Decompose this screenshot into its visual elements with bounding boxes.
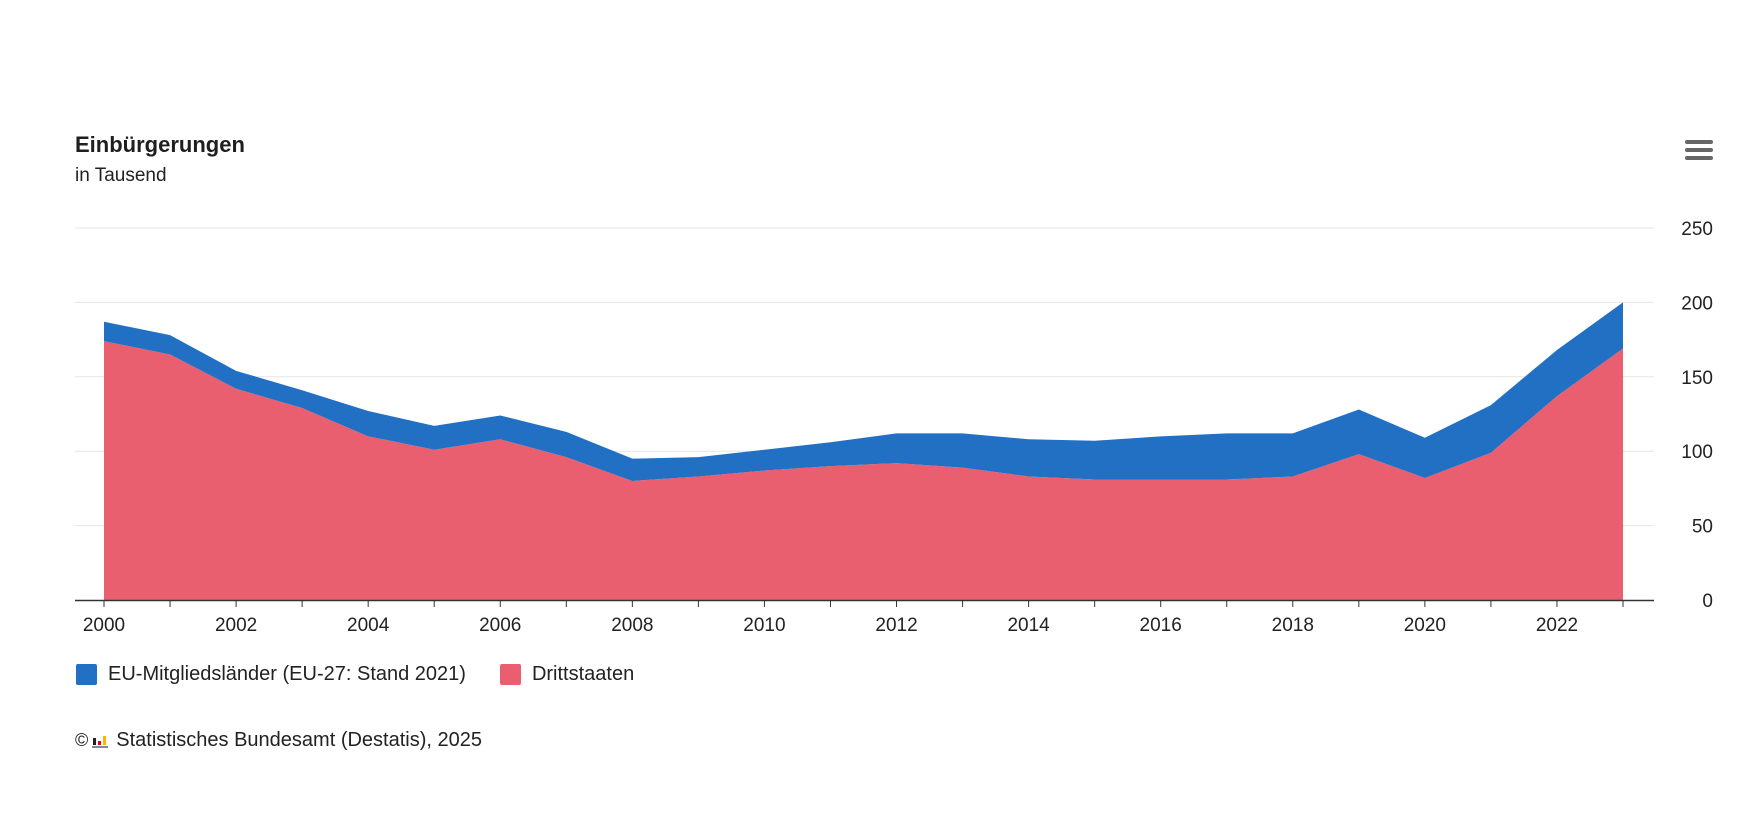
legend-label-drittstaaten: Drittstaaten <box>531 663 635 685</box>
legend-swatch-eu <box>76 664 97 685</box>
destatis-logo-icon <box>92 735 109 748</box>
chart-areas <box>104 302 1623 600</box>
area-series-1[interactable] <box>104 302 1623 481</box>
x-tick-label-2010: 2010 <box>743 615 785 636</box>
credits: © Statistisches Bundesamt (Destatis), 20… <box>75 729 482 752</box>
x-tick-label-2020: 2020 <box>1404 615 1446 636</box>
x-axis <box>75 599 1654 607</box>
x-tick-label-2002: 2002 <box>215 615 257 636</box>
legend-item-eu[interactable]: EU-Mitgliedsländer (EU-27: Stand 2021) <box>76 663 466 686</box>
y-tick-label-150: 150 <box>1681 368 1713 389</box>
legend-swatch-drittstaaten <box>499 664 521 685</box>
y-tick-label-250: 250 <box>1681 219 1713 240</box>
credits-text: Statistisches Bundesamt (Destatis), 2025 <box>116 729 482 751</box>
x-tick-label-2006: 2006 <box>479 615 521 636</box>
legend: EU-Mitgliedsländer (EU-27: Stand 2021) D… <box>76 663 668 686</box>
y-axis-labels: 0 50 100 150 200 250 <box>1681 219 1713 612</box>
x-tick-label-2022: 2022 <box>1536 615 1578 636</box>
area-series-0[interactable] <box>104 341 1623 600</box>
y-tick-label-200: 200 <box>1681 293 1713 314</box>
chart-title: Einbürgerungen <box>75 132 245 157</box>
legend-item-drittstaaten[interactable]: Drittstaaten <box>499 663 635 686</box>
legend-label-eu: EU-Mitgliedsländer (EU-27: Stand 2021) <box>108 663 466 685</box>
y-tick-label-100: 100 <box>1681 442 1713 463</box>
x-tick-label-2012: 2012 <box>875 615 917 636</box>
chart-subtitle: in Tausend <box>75 165 167 186</box>
hamburger-menu-icon[interactable] <box>1682 138 1716 166</box>
x-tick-label-2000: 2000 <box>83 615 125 636</box>
x-tick-label-2008: 2008 <box>611 615 653 636</box>
y-tick-label-50: 50 <box>1692 517 1713 538</box>
x-tick-label-2014: 2014 <box>1007 615 1050 636</box>
y-tick-label-0: 0 <box>1702 591 1713 612</box>
x-tick-label-2018: 2018 <box>1272 615 1314 636</box>
copyright-symbol: © <box>75 730 89 750</box>
x-tick-label-2004: 2004 <box>347 615 390 636</box>
x-axis-labels: 2000 2002 2004 2006 2008 2010 2012 2014 2016 2018… <box>83 615 1578 636</box>
x-tick-label-2016: 2016 <box>1140 615 1182 636</box>
